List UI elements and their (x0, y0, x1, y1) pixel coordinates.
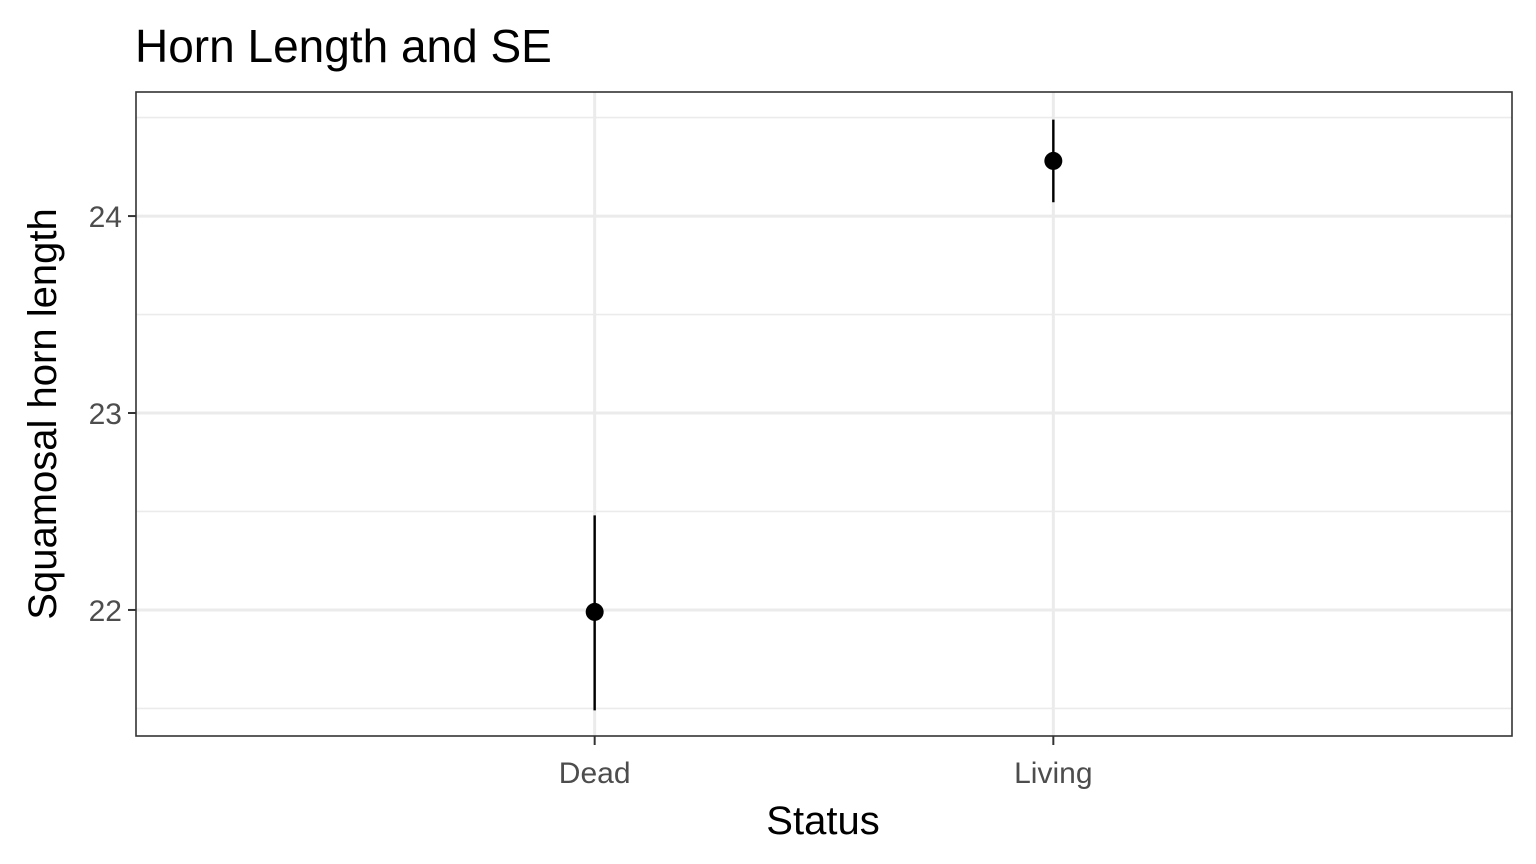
grid-layer (136, 92, 1512, 736)
y-tick-label: 22 (89, 595, 122, 628)
data-point-dead (585, 602, 604, 621)
axis-layer: 22 23 24 Dead Living (89, 201, 1093, 790)
x-tick-label: Dead (559, 757, 631, 790)
x-tick-label: Living (1014, 757, 1092, 790)
chart-title: Horn Length and SE (135, 20, 552, 72)
x-axis-title: Status (766, 799, 879, 843)
data-point-living (1044, 151, 1063, 170)
marks-layer (585, 119, 1063, 711)
y-tick-label: 24 (89, 201, 122, 234)
y-tick-label: 23 (89, 398, 122, 431)
y-axis-title: Squamosal horn length (21, 208, 65, 619)
